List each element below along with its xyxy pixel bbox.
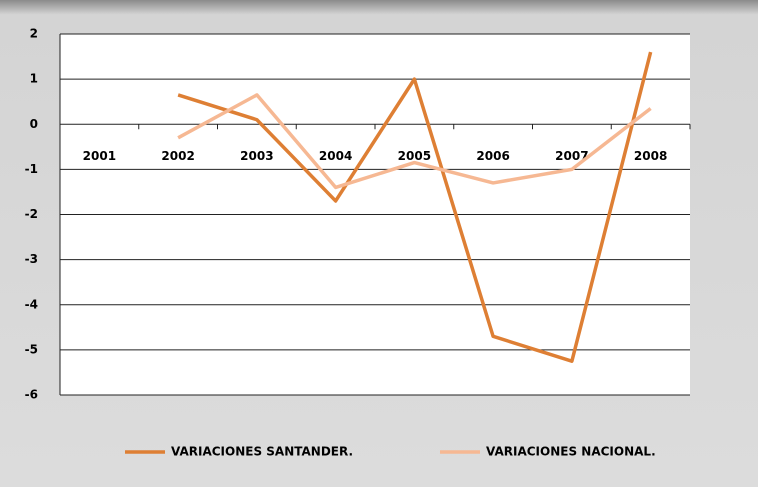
- y-tick-label: -5: [25, 342, 38, 356]
- y-tick-label: 0: [30, 117, 38, 131]
- x-tick-label: 2004: [319, 149, 352, 163]
- y-tick-label: -6: [25, 388, 38, 402]
- x-tick-label: 2001: [83, 149, 116, 163]
- x-tick-label: 2002: [161, 149, 194, 163]
- x-tick-label: 2007: [555, 149, 588, 163]
- y-tick-label: -4: [25, 297, 38, 311]
- y-tick-label: -3: [25, 252, 38, 266]
- y-tick-label: 2: [30, 27, 38, 41]
- y-tick-label: 1: [30, 72, 38, 86]
- x-tick-label: 2003: [240, 149, 273, 163]
- y-tick-label: -1: [25, 162, 38, 176]
- legend-label: VARIACIONES SANTANDER.: [171, 445, 353, 459]
- legend-label: VARIACIONES NACIONAL.: [486, 445, 656, 459]
- series-line: [177, 93, 652, 190]
- x-tick-label: 2005: [398, 149, 431, 163]
- series-line: [177, 51, 653, 363]
- y-tick-label: -2: [25, 207, 38, 221]
- x-tick-label: 2008: [634, 149, 667, 163]
- x-tick-label: 2006: [476, 149, 509, 163]
